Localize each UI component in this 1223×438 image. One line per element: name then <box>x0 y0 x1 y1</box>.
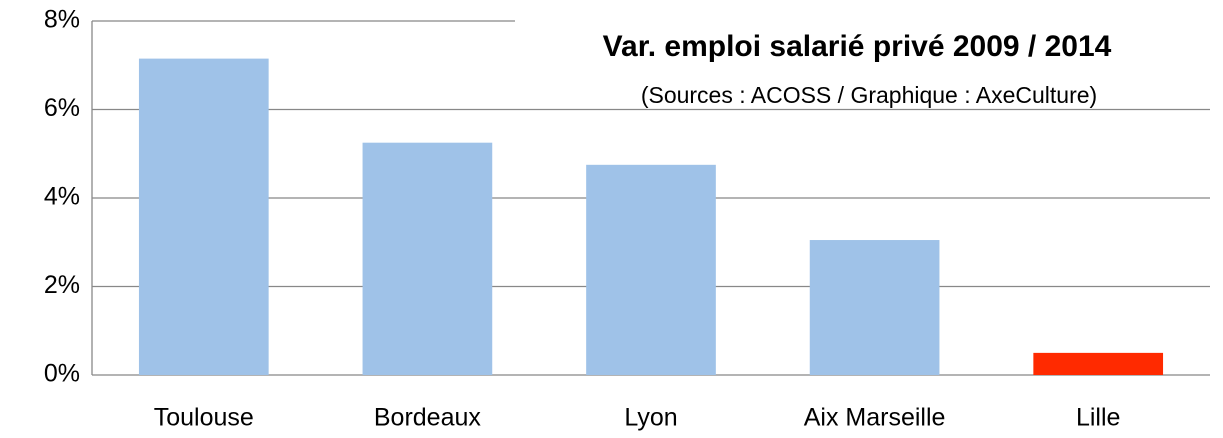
y-tick-label: 2% <box>44 271 80 299</box>
y-tick-label: 4% <box>44 183 80 211</box>
bar <box>1033 352 1164 375</box>
x-tick-label: Bordeaux <box>374 404 482 432</box>
bar <box>586 164 716 375</box>
chart-subtitle: (Sources : ACOSS / Graphique : AxeCultur… <box>641 82 1097 108</box>
y-tick-label: 8% <box>44 6 80 34</box>
bar <box>362 142 493 375</box>
y-tick-label: 0% <box>44 360 80 388</box>
x-tick-label: Aix Marseille <box>804 404 946 432</box>
bars <box>138 58 1164 376</box>
bar <box>809 240 940 375</box>
x-tick-label: Lyon <box>624 404 677 432</box>
bar <box>138 58 269 376</box>
x-tick-label: Lille <box>1076 404 1120 432</box>
chart-title: Var. emploi salarié privé 2009 / 2014 <box>603 30 1112 63</box>
y-tick-label: 6% <box>44 94 80 122</box>
title-backdrop <box>515 14 1215 86</box>
labels: 0% 2% 4% 6% 8% Toulouse Bordeaux Lyon Aix Marsei… <box>44 6 1121 432</box>
x-tick-label: Toulouse <box>154 404 254 432</box>
